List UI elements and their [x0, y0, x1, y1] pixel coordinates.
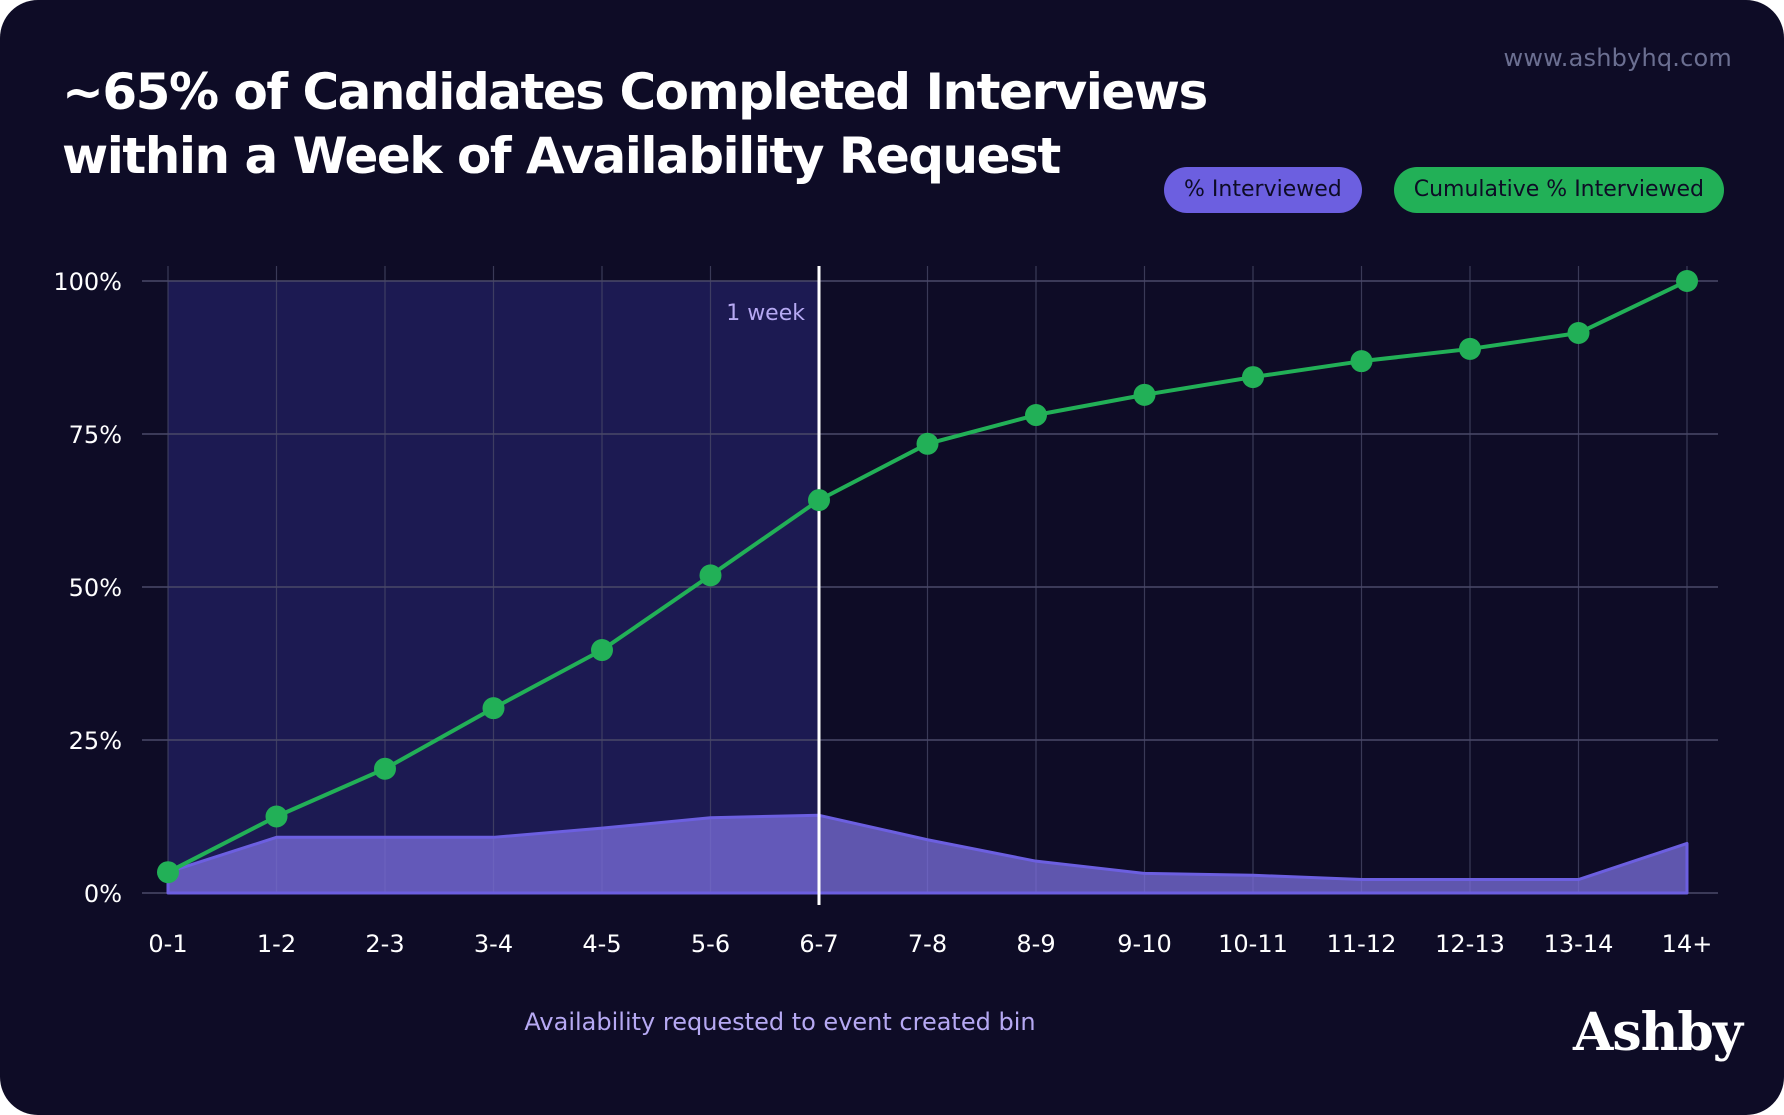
x-tick-label: 1-2: [257, 930, 296, 958]
week-marker-label: 1 week: [726, 301, 805, 326]
x-tick-label: 0-1: [148, 930, 187, 958]
cumulative-data-point: [265, 805, 288, 828]
area-series-layer: [166, 813, 1689, 895]
cumulative-data-point: [699, 564, 722, 587]
x-axis-title: Availability requested to event created …: [524, 1008, 1036, 1036]
cumulative-data-point: [1676, 270, 1698, 292]
cumulative-data-point: [157, 861, 179, 884]
x-tick-label: 6-7: [799, 930, 838, 958]
cumulative-data-point: [591, 639, 613, 662]
cumulative-data-point: [1133, 383, 1156, 406]
cumulative-data-point: [808, 489, 830, 512]
legend-item-cumulative-interviewed: Cumulative % Interviewed: [1393, 167, 1724, 213]
legend-item-interviewed: % Interviewed: [1164, 167, 1362, 213]
cumulative-data-point: [1459, 337, 1481, 360]
x-tick-label: 7-8: [908, 930, 947, 958]
y-tick-label: 25%: [69, 727, 122, 755]
chart-title: ~65% of Candidates Completed Interviews …: [62, 63, 1208, 185]
x-tick-label: 10-11: [1218, 930, 1288, 958]
cumulative-data-point: [1350, 350, 1373, 373]
x-tick-label: 11-12: [1327, 930, 1397, 958]
x-tick-label: 8-9: [1016, 930, 1055, 958]
website-url: www.ashbyhq.com: [1503, 44, 1732, 72]
cumulative-data-point: [1025, 404, 1047, 427]
area-series-interviewed: [166, 813, 1689, 895]
y-tick-label: 75%: [69, 421, 122, 449]
x-tick-label: 14+: [1662, 930, 1713, 958]
line-series-layer: [157, 270, 1698, 884]
y-tick-label: 100%: [53, 268, 122, 296]
x-tick-label: 2-3: [365, 930, 404, 958]
x-tick-label: 12-13: [1435, 930, 1505, 958]
x-tick-label: 13-14: [1544, 930, 1614, 958]
x-tick-label: 9-10: [1117, 930, 1171, 958]
cumulative-data-point: [1567, 322, 1590, 345]
cumulative-data-point: [374, 757, 396, 780]
x-tick-label: 4-5: [582, 930, 621, 958]
cumulative-data-point: [1242, 366, 1264, 389]
cumulative-data-point: [482, 697, 505, 720]
chart-legend: % Interviewed Cumulative % Interviewed: [1164, 167, 1724, 213]
y-tick-label: 0%: [84, 880, 122, 908]
y-tick-label: 50%: [69, 574, 122, 602]
week-marker-layer: 1 week: [726, 266, 821, 905]
axis-layer: 0% 25% 50% 75% 100% 0-1 1-2 2-3 3-4 4-5 5-6 6-7 7-8 8…: [53, 268, 1712, 958]
ashby-logo: Ashby: [1572, 1002, 1743, 1063]
x-tick-label: 5-6: [691, 930, 730, 958]
cumulative-data-point: [916, 432, 939, 455]
x-tick-label: 3-4: [474, 930, 513, 958]
